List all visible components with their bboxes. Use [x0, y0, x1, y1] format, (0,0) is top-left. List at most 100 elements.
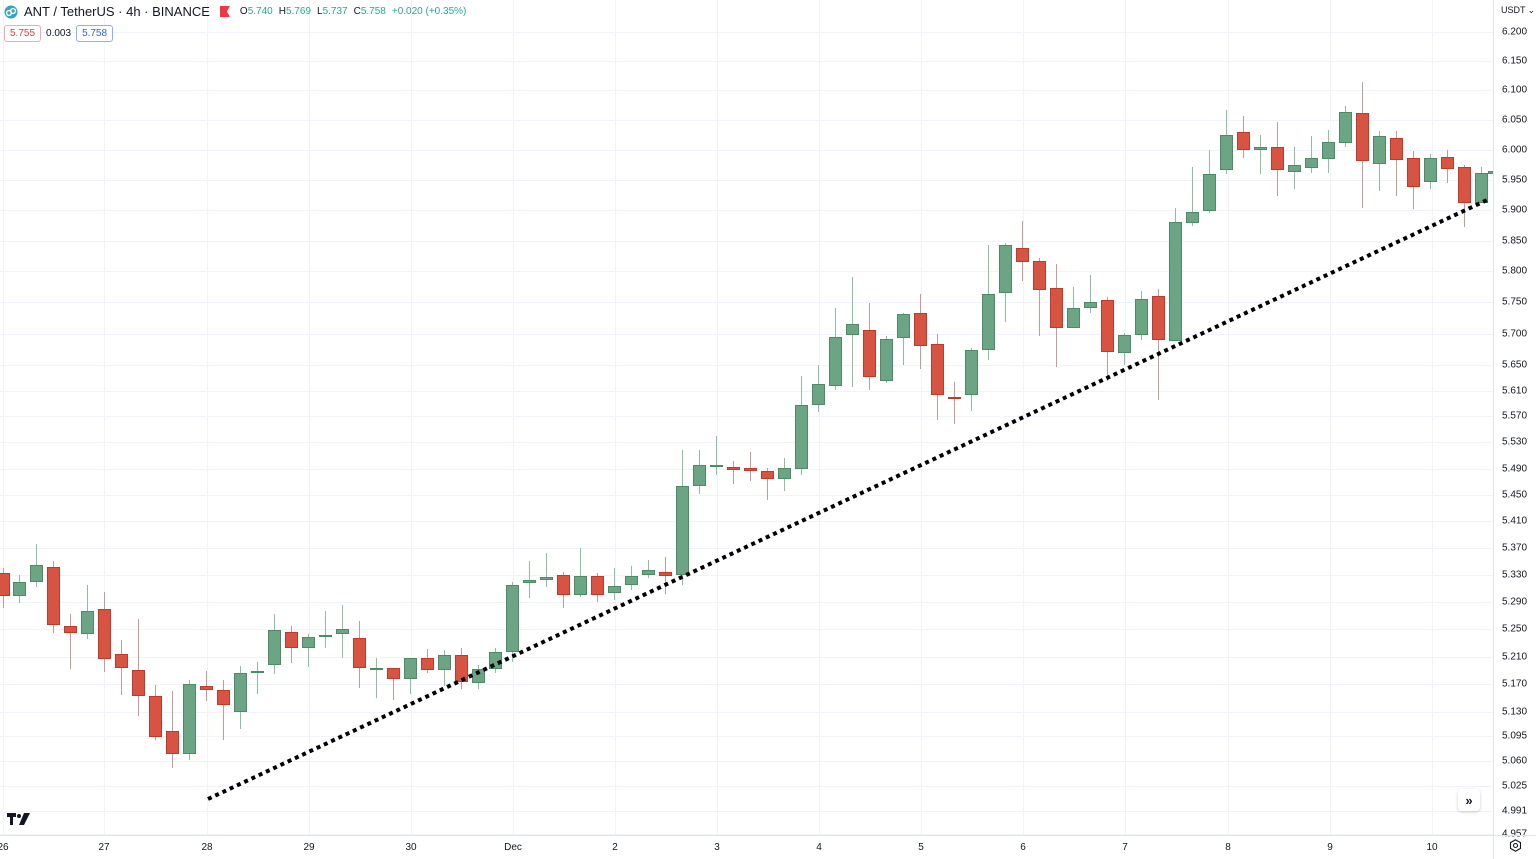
- candle-wick: [954, 382, 955, 424]
- bullish-candle: [693, 465, 706, 486]
- bullish-candle: [778, 468, 791, 479]
- close-value: 5.758: [360, 6, 386, 17]
- price-tick-label: 5.570: [1502, 410, 1528, 422]
- chart-settings-button[interactable]: [1493, 835, 1536, 859]
- candle-wick: [648, 560, 649, 578]
- horizontal-gridline: [0, 761, 1493, 762]
- bullish-candle: [438, 655, 451, 670]
- symbol-title[interactable]: ANT / TetherUS · 4h · BINANCE: [24, 4, 210, 19]
- spread-value: 0.003: [46, 28, 72, 39]
- time-tick-label: 2: [612, 842, 618, 853]
- candle-wick: [733, 461, 734, 484]
- symbol-logo-icon: [4, 5, 18, 19]
- bullish-candle: [1067, 308, 1080, 328]
- bullish-candle: [982, 294, 995, 350]
- bullish-candle: [1305, 158, 1318, 168]
- horizontal-gridline: [0, 32, 1493, 33]
- bullish-candle: [625, 576, 638, 585]
- horizontal-gridline: [0, 210, 1493, 211]
- currency-selector[interactable]: USDT ⌄: [1498, 3, 1536, 18]
- vertical-gridline: [717, 0, 718, 835]
- candle-wick: [172, 691, 173, 768]
- bullish-candle: [1186, 212, 1199, 223]
- bullish-candle: [30, 565, 43, 582]
- bearish-candle: [1390, 138, 1403, 160]
- price-tick-label: 5.490: [1502, 463, 1528, 475]
- bullish-candle: [1488, 171, 1493, 174]
- bullish-candle: [608, 586, 621, 593]
- time-tick-label: 3: [714, 842, 720, 853]
- vertical-gridline: [309, 0, 310, 835]
- bearish-candle: [863, 330, 876, 377]
- candle-wick: [308, 634, 309, 667]
- bullish-candle: [81, 611, 94, 634]
- horizontal-gridline: [0, 712, 1493, 713]
- price-tick-label: 5.530: [1502, 436, 1528, 448]
- candle-wick: [70, 614, 71, 669]
- horizontal-gridline: [0, 334, 1493, 335]
- horizontal-gridline: [0, 180, 1493, 181]
- low-label: L: [317, 6, 323, 17]
- bearish-candle: [285, 632, 298, 648]
- bullish-candle: [574, 576, 587, 595]
- bullish-candle: [370, 668, 383, 670]
- horizontal-gridline: [0, 575, 1493, 576]
- time-tick-label: 9: [1327, 842, 1333, 853]
- bearish-candle: [1356, 113, 1369, 161]
- bearish-candle: [149, 696, 162, 737]
- vertical-gridline: [1228, 0, 1229, 835]
- vertical-gridline: [1432, 0, 1433, 835]
- candle-wick: [614, 568, 615, 600]
- price-tick-label: 5.650: [1502, 359, 1528, 371]
- sell-price-button[interactable]: 5.755: [4, 25, 42, 42]
- bullish-candle: [1084, 302, 1097, 308]
- time-tick-label: 26: [0, 842, 9, 853]
- bullish-candle: [336, 629, 349, 634]
- bearish-candle: [98, 609, 111, 659]
- price-tick-label: 5.900: [1502, 204, 1528, 216]
- open-label: O: [239, 6, 248, 17]
- price-tick-label: 6.150: [1502, 55, 1528, 67]
- bullish-candle: [302, 637, 315, 648]
- candle-wick: [750, 452, 751, 481]
- candle-wick: [1090, 275, 1091, 313]
- bullish-candle: [1373, 136, 1386, 164]
- candle-wick: [376, 658, 377, 698]
- price-axis[interactable]: 6.200 6.150 6.100 6.050 6.000 5.950 5.900 5.850…: [1493, 0, 1536, 840]
- candle-wick: [716, 436, 717, 475]
- scroll-to-realtime-button[interactable]: »: [1458, 789, 1480, 811]
- price-tick-label: 5.410: [1502, 515, 1528, 527]
- horizontal-gridline: [0, 684, 1493, 685]
- bullish-candle: [506, 585, 519, 652]
- chart-plot-area[interactable]: ANT / TetherUS · 4h · BINANCE O5.740 H5.…: [0, 0, 1493, 835]
- price-tick-label: 5.330: [1502, 569, 1528, 581]
- bearish-candle: [1050, 288, 1063, 328]
- bearish-candle: [1271, 147, 1284, 170]
- bullish-candle: [1135, 299, 1148, 335]
- vertical-gridline: [921, 0, 922, 835]
- bearish-candle: [217, 690, 230, 705]
- candle-wick: [1192, 167, 1193, 226]
- close-label: C: [353, 6, 361, 17]
- vertical-gridline: [207, 0, 208, 835]
- time-tick-label: 29: [303, 842, 315, 853]
- trendline-drawing[interactable]: [0, 0, 1493, 835]
- vertical-gridline: [1330, 0, 1331, 835]
- price-tick-label: 5.095: [1502, 730, 1528, 742]
- bearish-candle: [761, 471, 774, 479]
- bearish-candle: [591, 576, 604, 595]
- bullish-candle: [13, 582, 26, 596]
- bearish-candle: [387, 668, 400, 679]
- tradingview-logo-icon[interactable]: [7, 812, 31, 831]
- horizontal-gridline: [0, 150, 1493, 151]
- horizontal-gridline: [0, 416, 1493, 417]
- open-value: 5.740: [247, 6, 273, 17]
- bearish-candle: [1441, 157, 1454, 169]
- time-axis[interactable]: 26 27 28 29 30 Dec 2 3 4 5 6 7 8 9 10: [0, 835, 1493, 859]
- bullish-candle: [319, 635, 332, 637]
- buy-price-button[interactable]: 5.758: [76, 25, 114, 42]
- flag-icon[interactable]: [219, 6, 230, 17]
- bullish-candle: [965, 350, 978, 395]
- price-tick-label: 5.950: [1502, 174, 1528, 186]
- candle-wick: [393, 668, 394, 700]
